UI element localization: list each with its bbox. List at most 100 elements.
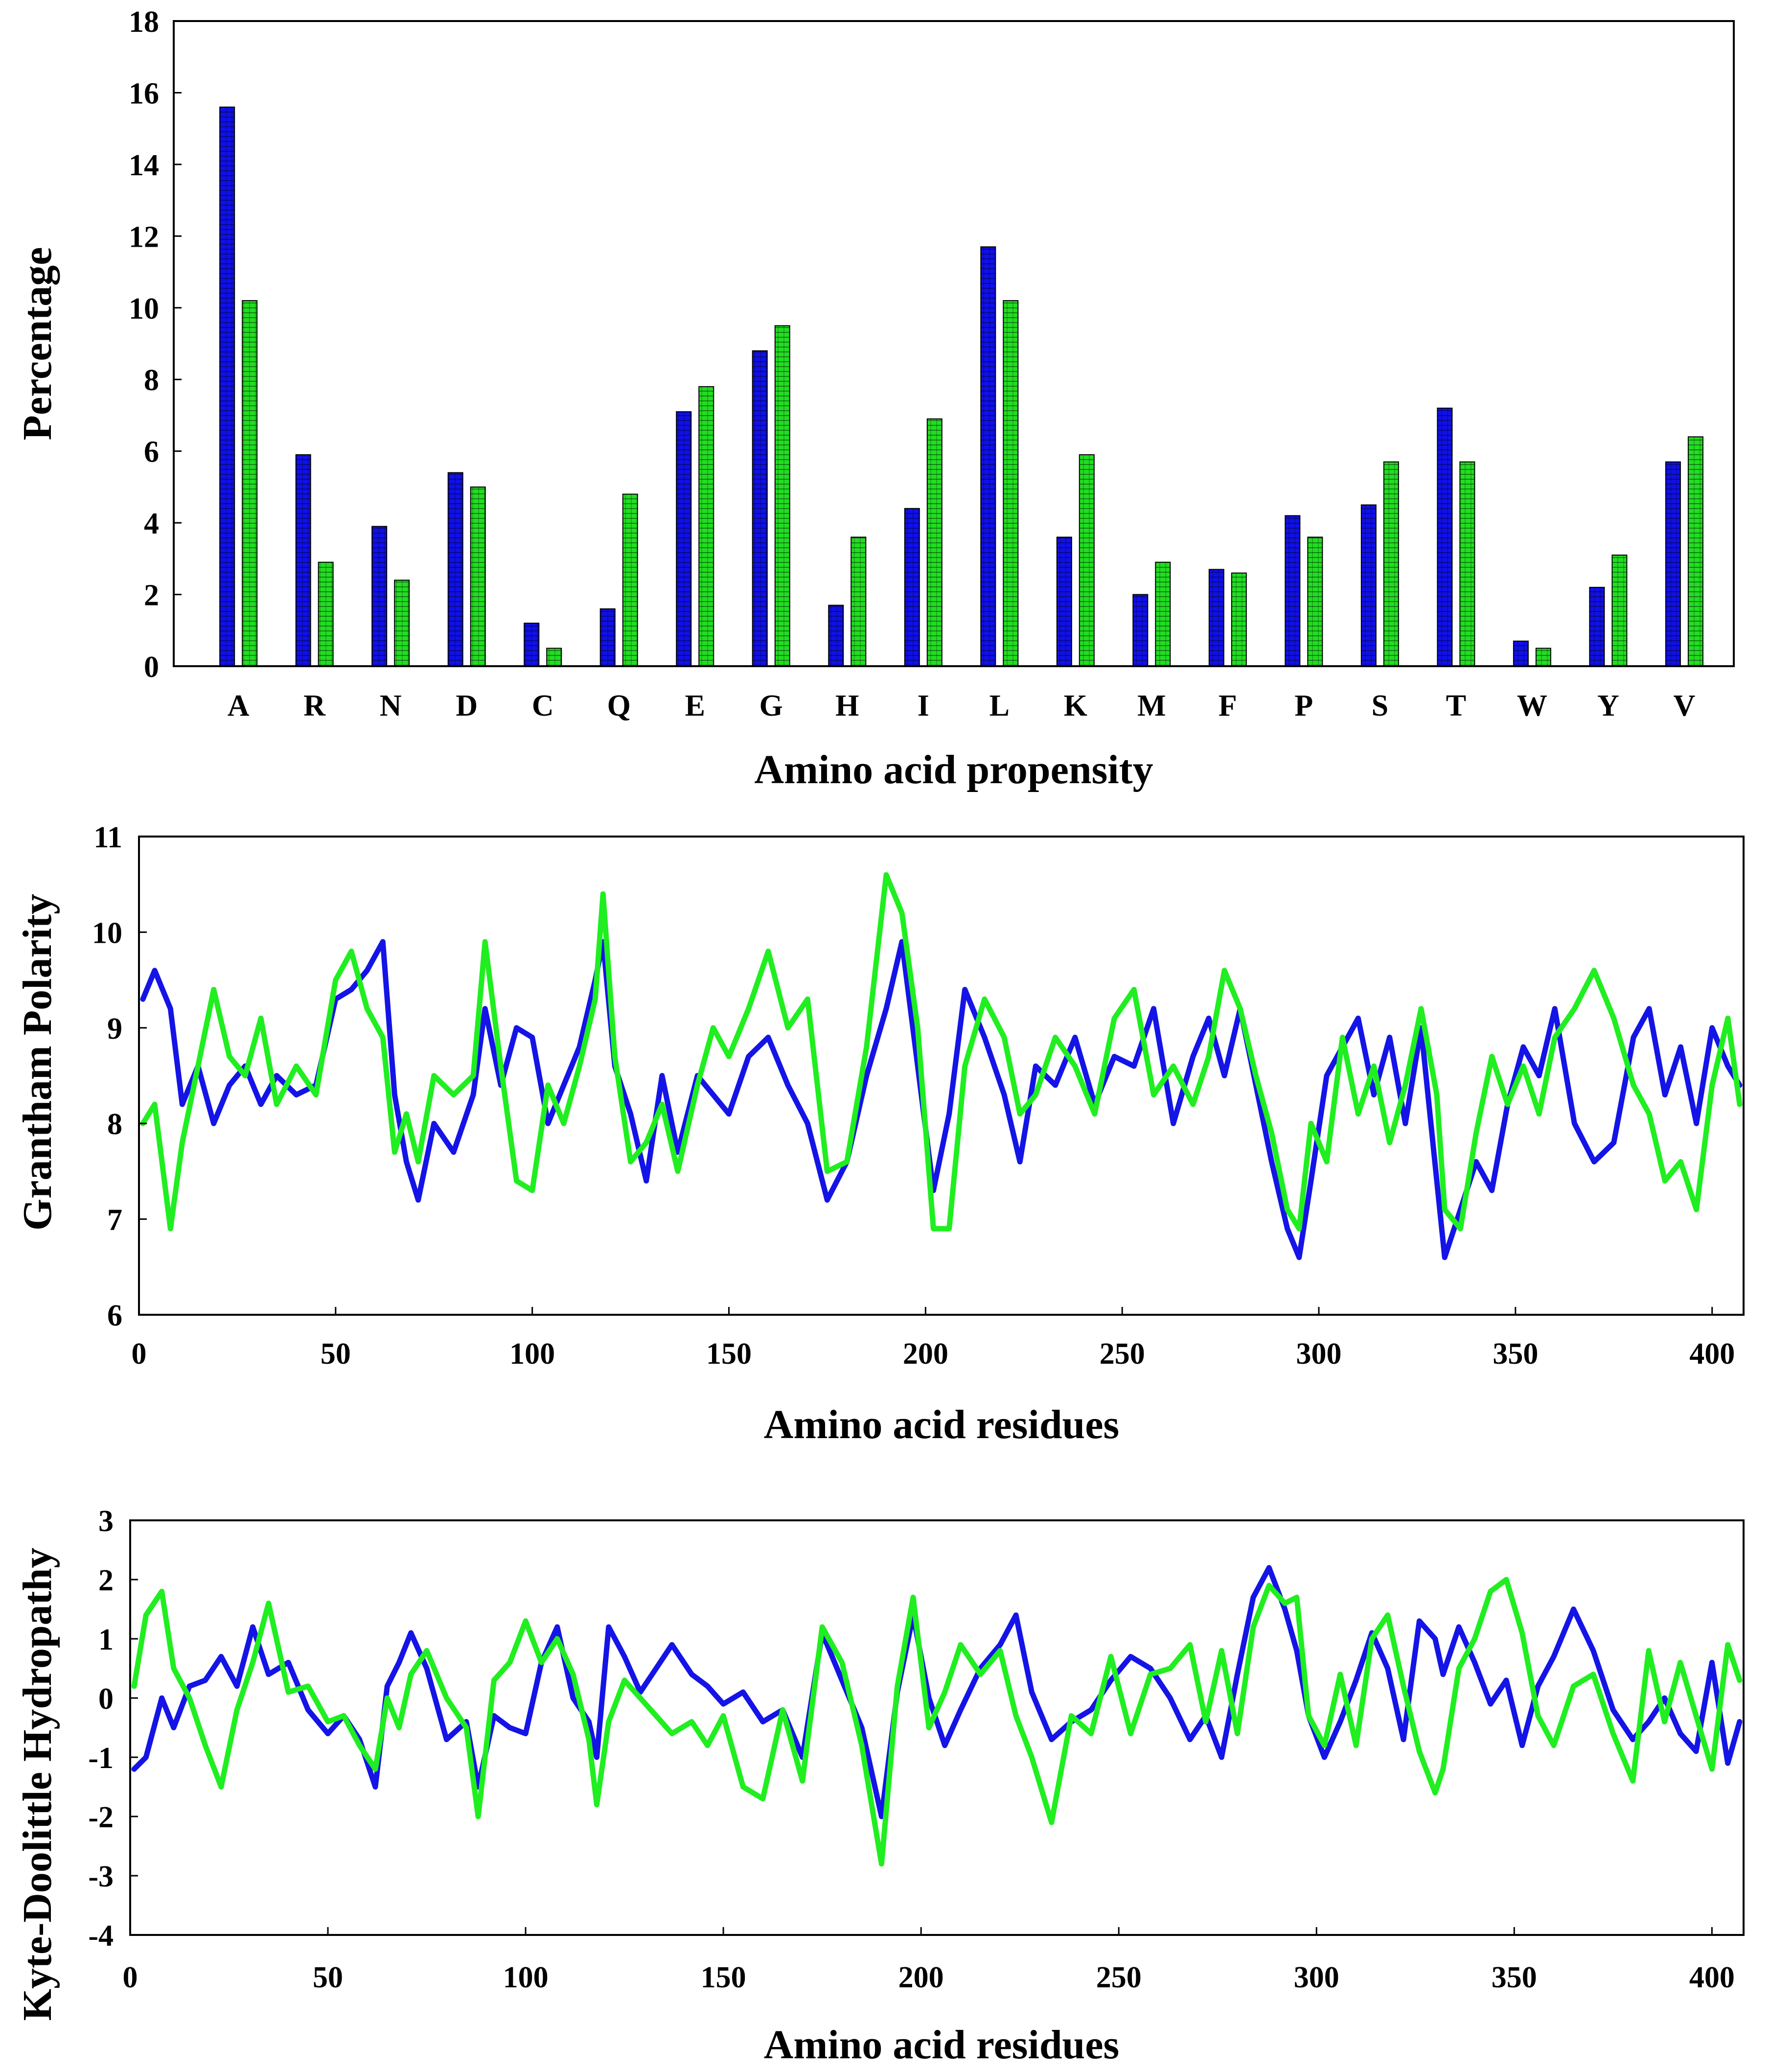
- bar-category-label: V: [1674, 689, 1696, 722]
- xtick-label: 100: [509, 1337, 555, 1371]
- bar-green-R: [318, 561, 334, 667]
- xtick-label: 250: [1096, 1961, 1142, 1994]
- xtick-label: 50: [321, 1337, 351, 1371]
- bar-category-label: K: [1064, 689, 1087, 722]
- bar-blue-K: [1056, 536, 1072, 667]
- xtick-label: 0: [123, 1961, 138, 1994]
- ytick-label: 1: [98, 1623, 114, 1656]
- xtick-label: 350: [1492, 1961, 1537, 1994]
- bar-category-label: P: [1294, 689, 1313, 722]
- bar-blue-W: [1513, 640, 1529, 667]
- ytick-label: -2: [88, 1801, 114, 1834]
- xtick-label: 150: [701, 1961, 746, 1994]
- bar-ytick-label: 18: [129, 5, 159, 39]
- bar-green-H: [851, 536, 867, 667]
- xtick-label: 250: [1100, 1337, 1145, 1371]
- ytick-label: -4: [88, 1919, 114, 1953]
- bar-ytick-label: 16: [129, 77, 159, 110]
- polarity-chart-ticks: 0 50 100 150 200 250 300 350 400 6 7 8 9 10 11: [92, 821, 1735, 1371]
- bar-green-A: [242, 300, 258, 667]
- xtick-label: 200: [903, 1337, 948, 1371]
- bar-green-V: [1687, 436, 1703, 667]
- polarity-chart-frame: [138, 836, 1745, 1316]
- bar-blue-I: [904, 508, 920, 667]
- bar-category-label: I: [918, 689, 929, 722]
- bar-green-K: [1079, 454, 1095, 667]
- bar-chart-frame: [173, 20, 1735, 667]
- ytick-label: 9: [107, 1012, 122, 1046]
- xtick-label: 100: [503, 1961, 549, 1994]
- bar-category-label: S: [1372, 689, 1388, 722]
- ytick-label: 10: [92, 916, 122, 950]
- bar-ytick-label: 8: [144, 364, 159, 397]
- bar-blue-L: [980, 246, 996, 667]
- bar-blue-M: [1132, 594, 1149, 667]
- bar-category-label: Y: [1597, 689, 1619, 722]
- bar-ytick-label: 0: [144, 651, 159, 684]
- bar-category-label: D: [456, 689, 478, 722]
- polarity-chart-xlabel: Amino acid residues: [764, 1402, 1120, 1447]
- bar-blue-A: [219, 106, 235, 667]
- xtick-label: 50: [313, 1961, 343, 1994]
- ytick-label: 11: [93, 821, 122, 854]
- bar-ytick-label: 10: [129, 292, 159, 326]
- bar-green-D: [470, 486, 486, 667]
- bar-green-T: [1459, 461, 1475, 667]
- xtick-label: 350: [1493, 1337, 1538, 1371]
- polarity-chart-marks: [140, 872, 1743, 1260]
- bar-blue-G: [752, 350, 768, 667]
- bar-green-M: [1155, 561, 1171, 667]
- xtick-label: 200: [898, 1961, 944, 1994]
- polarity-chart-panel: 0 50 100 150 200 250 300 350 400 6 7 8 9 10 11 Amino a…: [15, 821, 1745, 1447]
- hydropathy-chart-marks: [131, 1565, 1743, 1867]
- bar-chart-ylabel: Percentage: [15, 247, 60, 441]
- bar-category-label: C: [532, 689, 554, 722]
- bar-green-C: [546, 648, 562, 667]
- bar-chart-marks: [219, 106, 1703, 667]
- line-series-green: [140, 872, 1743, 1232]
- bar-chart-panel: A R N D C Q E G H I L K M F P S T W Y V 0 2 4 6 8 10 12 14 16 18 Amin…: [15, 5, 1735, 792]
- ytick-label: 0: [98, 1682, 114, 1716]
- hydropathy-chart-ticks: 0 50 100 150 200 250 300 350 400 -4 -3 -2 -1 0 1 2 3: [88, 1505, 1735, 1994]
- bar-blue-R: [295, 454, 311, 667]
- bar-blue-N: [371, 526, 388, 667]
- ytick-label: 2: [98, 1564, 114, 1597]
- bar-ytick-label: 4: [144, 507, 159, 540]
- bar-blue-F: [1208, 569, 1224, 667]
- bar-green-S: [1383, 461, 1399, 667]
- ytick-label: -3: [88, 1860, 114, 1893]
- hydropathy-chart-frame: [129, 1519, 1745, 1936]
- xtick-label: 150: [706, 1337, 752, 1371]
- ytick-label: 8: [107, 1108, 122, 1141]
- ytick-label: -1: [88, 1742, 114, 1775]
- ytick-label: 7: [107, 1204, 122, 1237]
- bar-green-L: [1003, 300, 1019, 667]
- bar-blue-V: [1665, 461, 1681, 667]
- xtick-label: 400: [1689, 1337, 1735, 1371]
- bar-green-P: [1307, 536, 1323, 667]
- bar-category-label: W: [1517, 689, 1547, 722]
- ytick-label: 6: [107, 1299, 122, 1332]
- bar-blue-H: [828, 605, 844, 667]
- xtick-label: 0: [132, 1337, 147, 1371]
- bar-blue-E: [676, 411, 692, 667]
- xtick-label: 400: [1689, 1961, 1735, 1994]
- bar-green-Q: [622, 493, 638, 667]
- bar-green-W: [1535, 648, 1551, 667]
- bar-blue-S: [1360, 504, 1377, 667]
- bar-ytick-label: 6: [144, 436, 159, 469]
- bar-category-label: F: [1218, 689, 1237, 722]
- xtick-label: 300: [1296, 1337, 1342, 1371]
- bar-category-label: T: [1446, 689, 1466, 722]
- bar-green-Y: [1611, 555, 1628, 667]
- hydropathy-chart-ylabel: Kyte-Doolittle Hydropathy: [15, 1548, 60, 2021]
- bar-blue-Q: [599, 608, 616, 667]
- bar-blue-D: [447, 472, 463, 667]
- bar-green-I: [926, 418, 942, 667]
- bar-category-label: E: [685, 689, 705, 722]
- bar-category-label: G: [759, 689, 783, 722]
- bar-ytick-label: 12: [129, 220, 159, 254]
- bar-green-E: [698, 386, 714, 667]
